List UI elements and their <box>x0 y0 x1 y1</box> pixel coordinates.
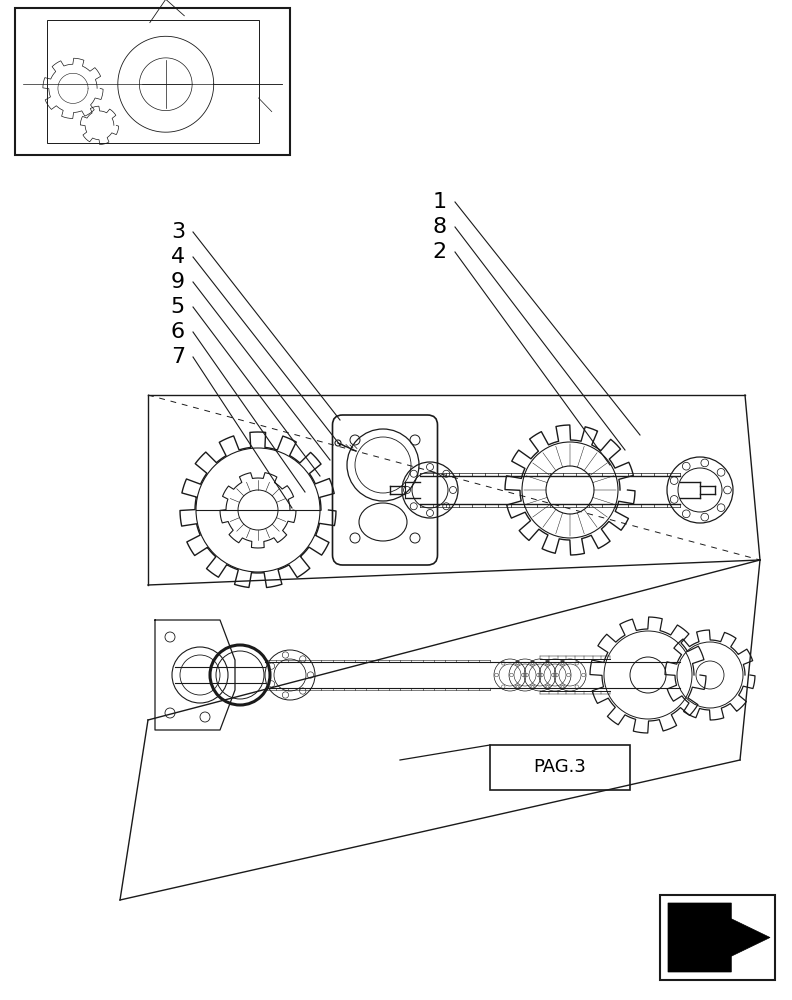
Bar <box>660 895 775 980</box>
Text: 9: 9 <box>171 272 185 292</box>
Text: 1: 1 <box>433 192 447 212</box>
Text: 7: 7 <box>171 347 185 367</box>
Text: 6: 6 <box>171 322 185 342</box>
Text: 8: 8 <box>433 217 447 237</box>
Text: 4: 4 <box>171 247 185 267</box>
Text: 2: 2 <box>433 242 447 262</box>
Bar <box>15 8 290 155</box>
Bar <box>490 745 630 790</box>
Text: 5: 5 <box>171 297 185 317</box>
Text: 3: 3 <box>171 222 185 242</box>
Polygon shape <box>668 903 770 972</box>
Text: PAG.3: PAG.3 <box>534 758 586 776</box>
Bar <box>47 20 258 143</box>
